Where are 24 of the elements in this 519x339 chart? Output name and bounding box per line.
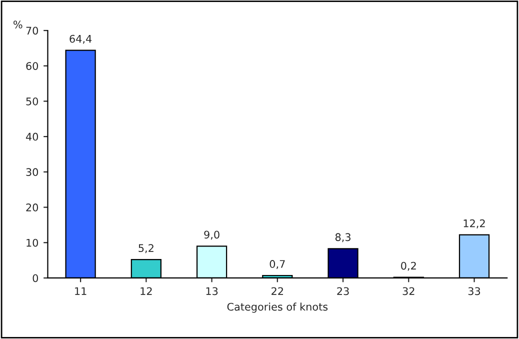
x-tick-label: 23	[337, 287, 349, 296]
y-tick-label: 60	[26, 62, 38, 70]
data-label: 0,7	[270, 260, 285, 269]
data-label: 8,3	[335, 233, 350, 242]
data-label: 5,2	[138, 244, 154, 254]
x-tick-label: 12	[140, 287, 152, 295]
x-tick-label: 22	[272, 287, 283, 295]
data-label: 12,2	[464, 219, 485, 228]
y-axis-title: %	[14, 20, 22, 28]
y-tick-label: 0	[32, 274, 38, 282]
y-tick-label: 30	[26, 168, 38, 176]
y-tick-label: 20	[26, 204, 38, 212]
x-tick-label: 11	[75, 287, 86, 295]
x-tick-label: 32	[402, 287, 414, 296]
y-tick-label: 40	[26, 132, 38, 141]
data-label: 9,0	[204, 230, 220, 240]
y-tick-label: 70	[26, 26, 38, 35]
data-label: 0,2	[401, 262, 416, 271]
x-axis-title: Categories of knots	[227, 302, 328, 313]
data-label: 64,4	[70, 34, 92, 44]
y-tick-label: 50	[26, 97, 38, 106]
x-tick-label: 33	[468, 287, 480, 296]
x-tick-label: 13	[206, 287, 218, 296]
y-tick-label: 10	[26, 238, 38, 247]
